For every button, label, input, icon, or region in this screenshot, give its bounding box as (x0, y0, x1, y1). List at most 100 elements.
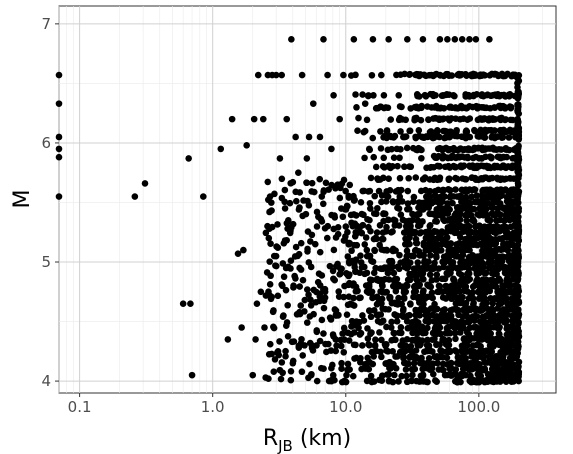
scatter-point (389, 282, 397, 290)
scatter-point (415, 222, 423, 230)
scatter-point (464, 209, 471, 217)
scatter-point (250, 115, 258, 123)
scatter-point (466, 306, 474, 314)
scatter-point (320, 187, 328, 194)
scatter-point (328, 181, 335, 189)
scatter-point (400, 353, 407, 361)
scatter-point (380, 92, 388, 99)
scatter-point (422, 317, 429, 325)
scatter-point (497, 132, 504, 140)
scatter-point (514, 117, 522, 124)
scatter-point (394, 204, 401, 212)
scatter-point (378, 377, 386, 385)
scatter-point (405, 174, 412, 182)
scatter-point (456, 299, 464, 307)
scatter-point (268, 293, 276, 301)
scatter-point (514, 250, 521, 258)
scatter-point (458, 342, 466, 350)
scatter-point (407, 343, 415, 350)
scatter-point (514, 312, 522, 320)
scatter-point (451, 212, 458, 219)
scatter-point (504, 264, 512, 271)
scatter-point (514, 292, 521, 300)
scatter-point (501, 376, 508, 384)
scatter-point (483, 91, 491, 99)
scatter-point (463, 146, 470, 153)
scatter-point (293, 197, 300, 205)
scatter-point (338, 342, 345, 350)
y-tick-label: 4 (41, 372, 51, 390)
scatter-point (503, 295, 511, 303)
scatter-point (477, 229, 485, 237)
scatter-point (315, 270, 323, 278)
scatter-point (329, 267, 337, 275)
scatter-point (377, 128, 384, 135)
scatter-point (418, 354, 425, 362)
scatter-point (493, 217, 500, 224)
scatter-point (274, 244, 282, 251)
scatter-point (436, 36, 444, 43)
scatter-point (483, 235, 491, 243)
scatter-point (266, 281, 274, 288)
scatter-point (358, 342, 366, 349)
scatter-point (368, 276, 376, 284)
scatter-point (365, 92, 372, 99)
scatter-point (480, 162, 488, 170)
scatter-point (438, 348, 445, 356)
scatter-point (323, 348, 330, 356)
scatter-point (393, 275, 401, 283)
scatter-point (369, 36, 377, 43)
scatter-point (396, 282, 403, 290)
scatter-point (431, 306, 439, 314)
scatter-point (344, 329, 352, 337)
scatter-point (412, 311, 419, 319)
scatter-point (403, 258, 411, 266)
scatter-point (290, 338, 298, 345)
scatter-point (439, 116, 446, 123)
scatter-point (451, 282, 459, 290)
scatter-point (316, 290, 324, 298)
scatter-point (389, 198, 397, 205)
scatter-point (461, 282, 468, 290)
scatter-point (417, 187, 425, 195)
scatter-point (280, 273, 288, 281)
scatter-point (472, 102, 480, 110)
scatter-point (508, 186, 515, 194)
scatter-point (493, 222, 501, 230)
scatter-point (471, 229, 479, 236)
scatter-point (424, 312, 431, 319)
scatter-point (459, 306, 467, 314)
scatter-point (404, 241, 411, 248)
scatter-point (489, 187, 497, 195)
scatter-point (352, 91, 359, 98)
scatter-point (478, 335, 485, 343)
scatter-point (276, 338, 283, 345)
scatter-point (330, 333, 337, 340)
scatter-point (436, 133, 443, 141)
scatter-point (331, 212, 338, 219)
scatter-point (445, 341, 453, 349)
scatter-point (425, 258, 432, 265)
scatter-point (380, 217, 387, 225)
scatter-point (507, 223, 515, 231)
scatter-point (514, 349, 522, 357)
scatter-point (344, 301, 352, 309)
scatter-point (402, 366, 410, 373)
scatter-point (373, 301, 381, 308)
scatter-point (351, 322, 358, 329)
scatter-point (270, 307, 277, 314)
scatter-point (362, 234, 370, 241)
scatter-point (475, 288, 483, 295)
scatter-point (342, 187, 349, 195)
scatter-point (424, 324, 431, 332)
scatter-point (305, 374, 312, 382)
scatter-point (403, 144, 411, 152)
scatter-point (473, 313, 481, 320)
scatter-point (391, 132, 399, 140)
scatter-point (357, 199, 365, 206)
scatter-point (253, 300, 261, 307)
scatter-point (483, 230, 491, 237)
scatter-point (465, 295, 473, 302)
scatter-point (494, 324, 502, 332)
scatter-point (357, 329, 365, 337)
